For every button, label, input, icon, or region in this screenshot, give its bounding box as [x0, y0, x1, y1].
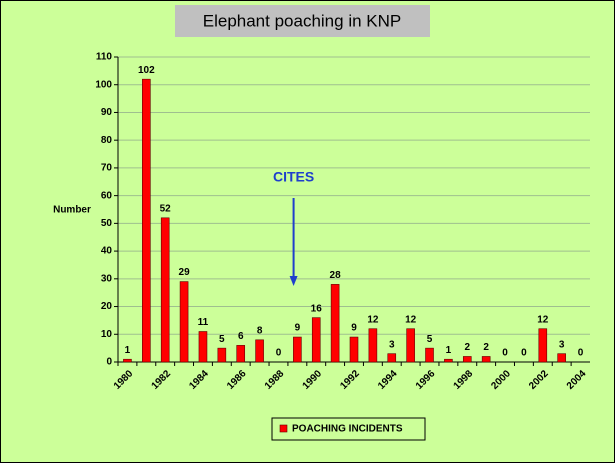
- legend-label: POACHING INCIDENTS: [292, 424, 403, 435]
- y-tick-label: 90: [101, 107, 113, 118]
- data-label: 52: [160, 203, 172, 214]
- bar: [481, 356, 491, 363]
- y-tick-label: 30: [101, 273, 113, 284]
- bar: [160, 217, 170, 363]
- bar: [255, 339, 264, 363]
- y-axis-label: Number: [53, 205, 91, 216]
- data-label: 6: [238, 331, 244, 342]
- bar: [311, 317, 321, 363]
- data-label: 12: [367, 314, 379, 325]
- data-label: 5: [427, 334, 433, 345]
- bar: [368, 328, 378, 363]
- y-tick-label: 10: [101, 329, 113, 340]
- data-label: 0: [502, 348, 508, 359]
- bar: [387, 353, 397, 363]
- data-label: 3: [389, 339, 395, 350]
- bar: [349, 336, 359, 363]
- data-label: 5: [219, 334, 225, 345]
- data-label: 12: [537, 314, 549, 325]
- y-tick-label: 50: [101, 218, 113, 229]
- y-tick-label: 100: [95, 79, 112, 90]
- data-label: 0: [521, 348, 527, 359]
- y-tick-label: 0: [106, 357, 112, 368]
- annotation: CITES: [273, 169, 314, 185]
- bar: [444, 358, 453, 363]
- data-label: 2: [483, 342, 489, 353]
- data-label: 28: [330, 270, 342, 281]
- bar: [142, 78, 151, 363]
- bar: [557, 353, 566, 363]
- bar: [179, 281, 189, 363]
- bar: [236, 345, 246, 363]
- data-label: 29: [179, 267, 191, 278]
- data-label: 9: [351, 323, 357, 334]
- bar: [123, 358, 132, 363]
- y-tick-label: 110: [96, 52, 113, 63]
- y-tick-label: 70: [101, 163, 113, 174]
- legend-swatch: [279, 424, 288, 433]
- data-label: 8: [257, 325, 263, 336]
- data-label: 11: [198, 317, 209, 328]
- bar: [330, 284, 340, 363]
- title-box: [175, 5, 430, 37]
- data-label: 0: [276, 348, 282, 359]
- data-label: 9: [295, 323, 301, 334]
- data-label: 3: [559, 339, 565, 350]
- y-tick-label: 40: [101, 246, 113, 257]
- y-tick-label: 20: [101, 301, 113, 312]
- bar: [538, 328, 548, 363]
- data-label: 12: [405, 314, 417, 325]
- annotation-arrowhead: [289, 276, 298, 286]
- bar: [406, 328, 415, 363]
- bar: [198, 331, 208, 363]
- chart-title: Elephant poaching in KNP: [203, 11, 401, 30]
- data-label: 16: [311, 303, 323, 314]
- data-label: 1: [446, 345, 452, 356]
- bar: [425, 347, 434, 363]
- data-label: 0: [578, 348, 584, 359]
- y-tick-label: 80: [101, 135, 113, 146]
- bar: [293, 336, 302, 363]
- data-label: 102: [138, 65, 155, 76]
- data-label: 1: [125, 345, 131, 356]
- bar: [217, 347, 227, 363]
- y-tick-label: 60: [101, 190, 113, 201]
- bar: [462, 356, 472, 363]
- legend-box: [271, 417, 426, 441]
- data-label: 2: [464, 342, 470, 353]
